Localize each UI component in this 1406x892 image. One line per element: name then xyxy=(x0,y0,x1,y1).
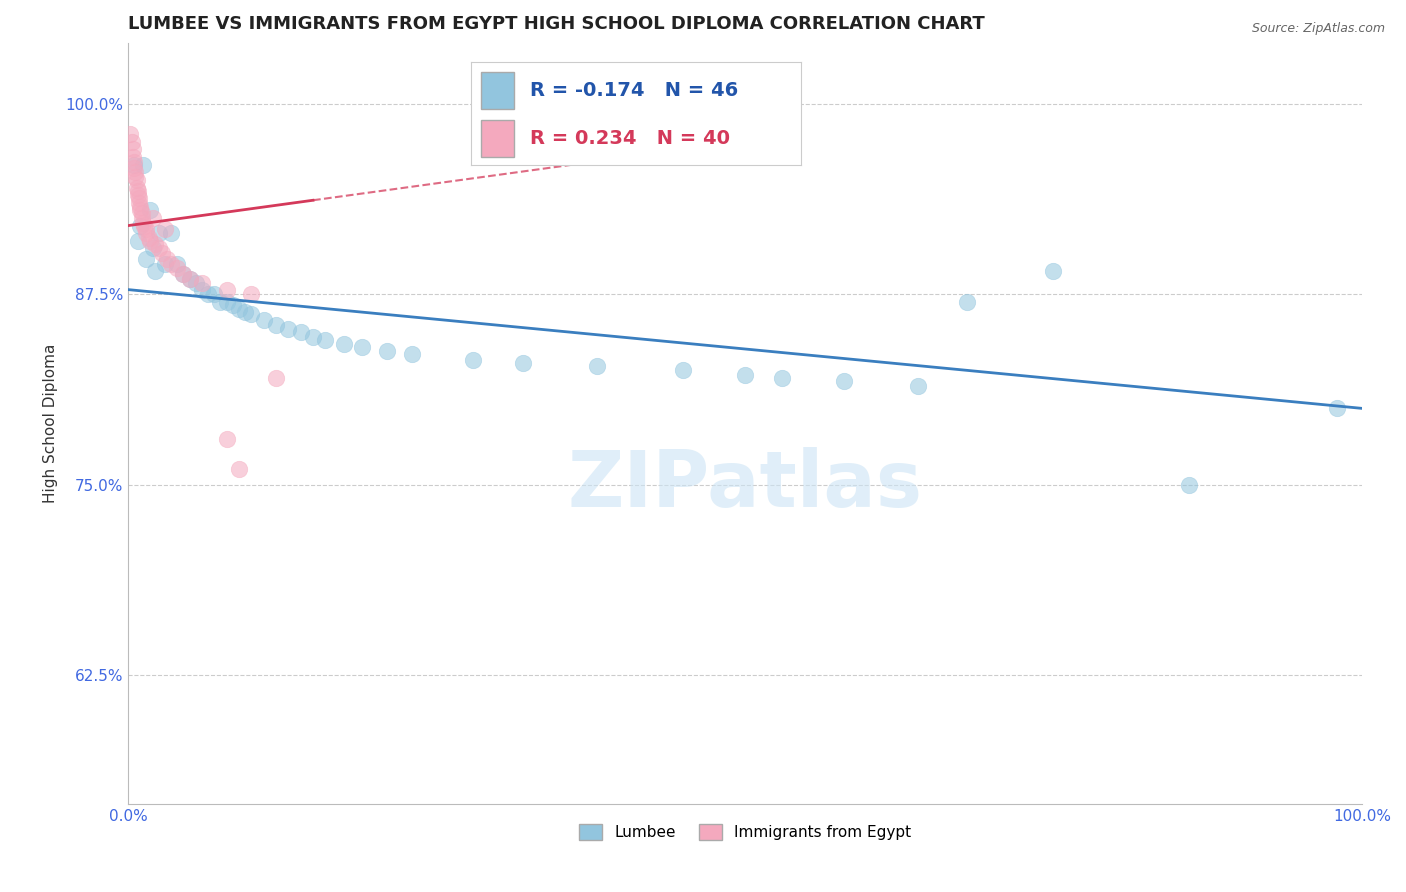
Point xyxy=(124,169,146,184)
Point xyxy=(125,180,148,194)
Point xyxy=(832,374,855,388)
Point xyxy=(128,195,150,210)
Point xyxy=(240,307,263,321)
Point xyxy=(209,294,232,309)
Text: LUMBEE VS IMMIGRANTS FROM EGYPT HIGH SCHOOL DIPLOMA CORRELATION CHART: LUMBEE VS IMMIGRANTS FROM EGYPT HIGH SCH… xyxy=(128,15,984,33)
Point xyxy=(156,252,179,267)
Point xyxy=(956,294,979,309)
Point xyxy=(160,257,183,271)
Point xyxy=(148,242,170,256)
Point xyxy=(120,128,142,142)
Point xyxy=(401,346,423,360)
Point xyxy=(512,356,534,370)
Point xyxy=(143,264,166,278)
Point xyxy=(166,261,188,276)
Point xyxy=(179,272,201,286)
Point xyxy=(233,305,256,319)
Point xyxy=(127,234,149,248)
Point xyxy=(290,325,312,339)
Point xyxy=(153,257,176,271)
Point xyxy=(166,257,188,271)
Point xyxy=(135,226,157,240)
Point xyxy=(132,216,155,230)
Legend: Lumbee, Immigrants from Egypt: Lumbee, Immigrants from Egypt xyxy=(572,818,917,847)
Point xyxy=(253,313,276,327)
Point xyxy=(129,219,152,233)
Point xyxy=(314,333,336,347)
Point xyxy=(191,277,214,291)
Point xyxy=(172,268,194,282)
Point xyxy=(352,341,374,355)
Text: R = 0.234   N = 40: R = 0.234 N = 40 xyxy=(530,128,731,148)
Point xyxy=(121,143,143,157)
Point xyxy=(135,252,157,267)
FancyBboxPatch shape xyxy=(481,120,515,157)
Point xyxy=(127,188,149,202)
Point xyxy=(228,302,250,317)
Point xyxy=(135,221,157,235)
Point xyxy=(121,150,143,164)
Point xyxy=(264,371,287,385)
Point xyxy=(215,294,238,309)
Point xyxy=(132,158,155,172)
Point xyxy=(160,226,183,240)
Point xyxy=(172,268,194,282)
Point xyxy=(463,352,485,367)
Point xyxy=(375,343,398,358)
Point xyxy=(127,184,149,198)
Point xyxy=(122,158,145,172)
Point xyxy=(131,211,153,225)
Point xyxy=(215,432,238,446)
Point xyxy=(228,462,250,476)
Point xyxy=(222,298,245,312)
Point xyxy=(264,318,287,332)
Point xyxy=(240,287,263,301)
Point xyxy=(125,173,148,187)
Point xyxy=(302,330,325,344)
Point xyxy=(672,363,695,377)
Point xyxy=(122,161,145,175)
Point xyxy=(215,283,238,297)
Point xyxy=(129,200,152,214)
Point xyxy=(138,231,160,245)
Point xyxy=(152,246,174,260)
Point xyxy=(907,378,929,392)
Point xyxy=(202,287,225,301)
Point xyxy=(139,203,162,218)
Point xyxy=(139,234,162,248)
Point xyxy=(734,368,756,382)
Point xyxy=(129,203,152,218)
Point xyxy=(128,191,150,205)
Point xyxy=(184,277,207,291)
Point xyxy=(122,154,145,169)
Point xyxy=(197,287,219,301)
Point xyxy=(333,337,356,351)
Point xyxy=(1178,477,1201,491)
Point xyxy=(142,242,165,256)
Point xyxy=(124,165,146,179)
Point xyxy=(142,211,165,225)
Point xyxy=(121,135,143,149)
Point xyxy=(770,371,793,385)
Point xyxy=(586,359,609,373)
Point xyxy=(143,236,166,251)
Point xyxy=(153,221,176,235)
Point xyxy=(1326,401,1348,416)
Point xyxy=(179,272,201,286)
Point xyxy=(1042,264,1064,278)
Point xyxy=(132,219,155,233)
Text: Source: ZipAtlas.com: Source: ZipAtlas.com xyxy=(1251,22,1385,36)
FancyBboxPatch shape xyxy=(481,71,515,109)
Text: R = -0.174   N = 46: R = -0.174 N = 46 xyxy=(530,80,738,100)
Point xyxy=(148,226,170,240)
Text: ZIPatlas: ZIPatlas xyxy=(568,447,922,523)
Point xyxy=(277,322,299,336)
Y-axis label: High School Diploma: High School Diploma xyxy=(44,344,58,503)
Point xyxy=(191,283,214,297)
Point xyxy=(131,206,153,220)
